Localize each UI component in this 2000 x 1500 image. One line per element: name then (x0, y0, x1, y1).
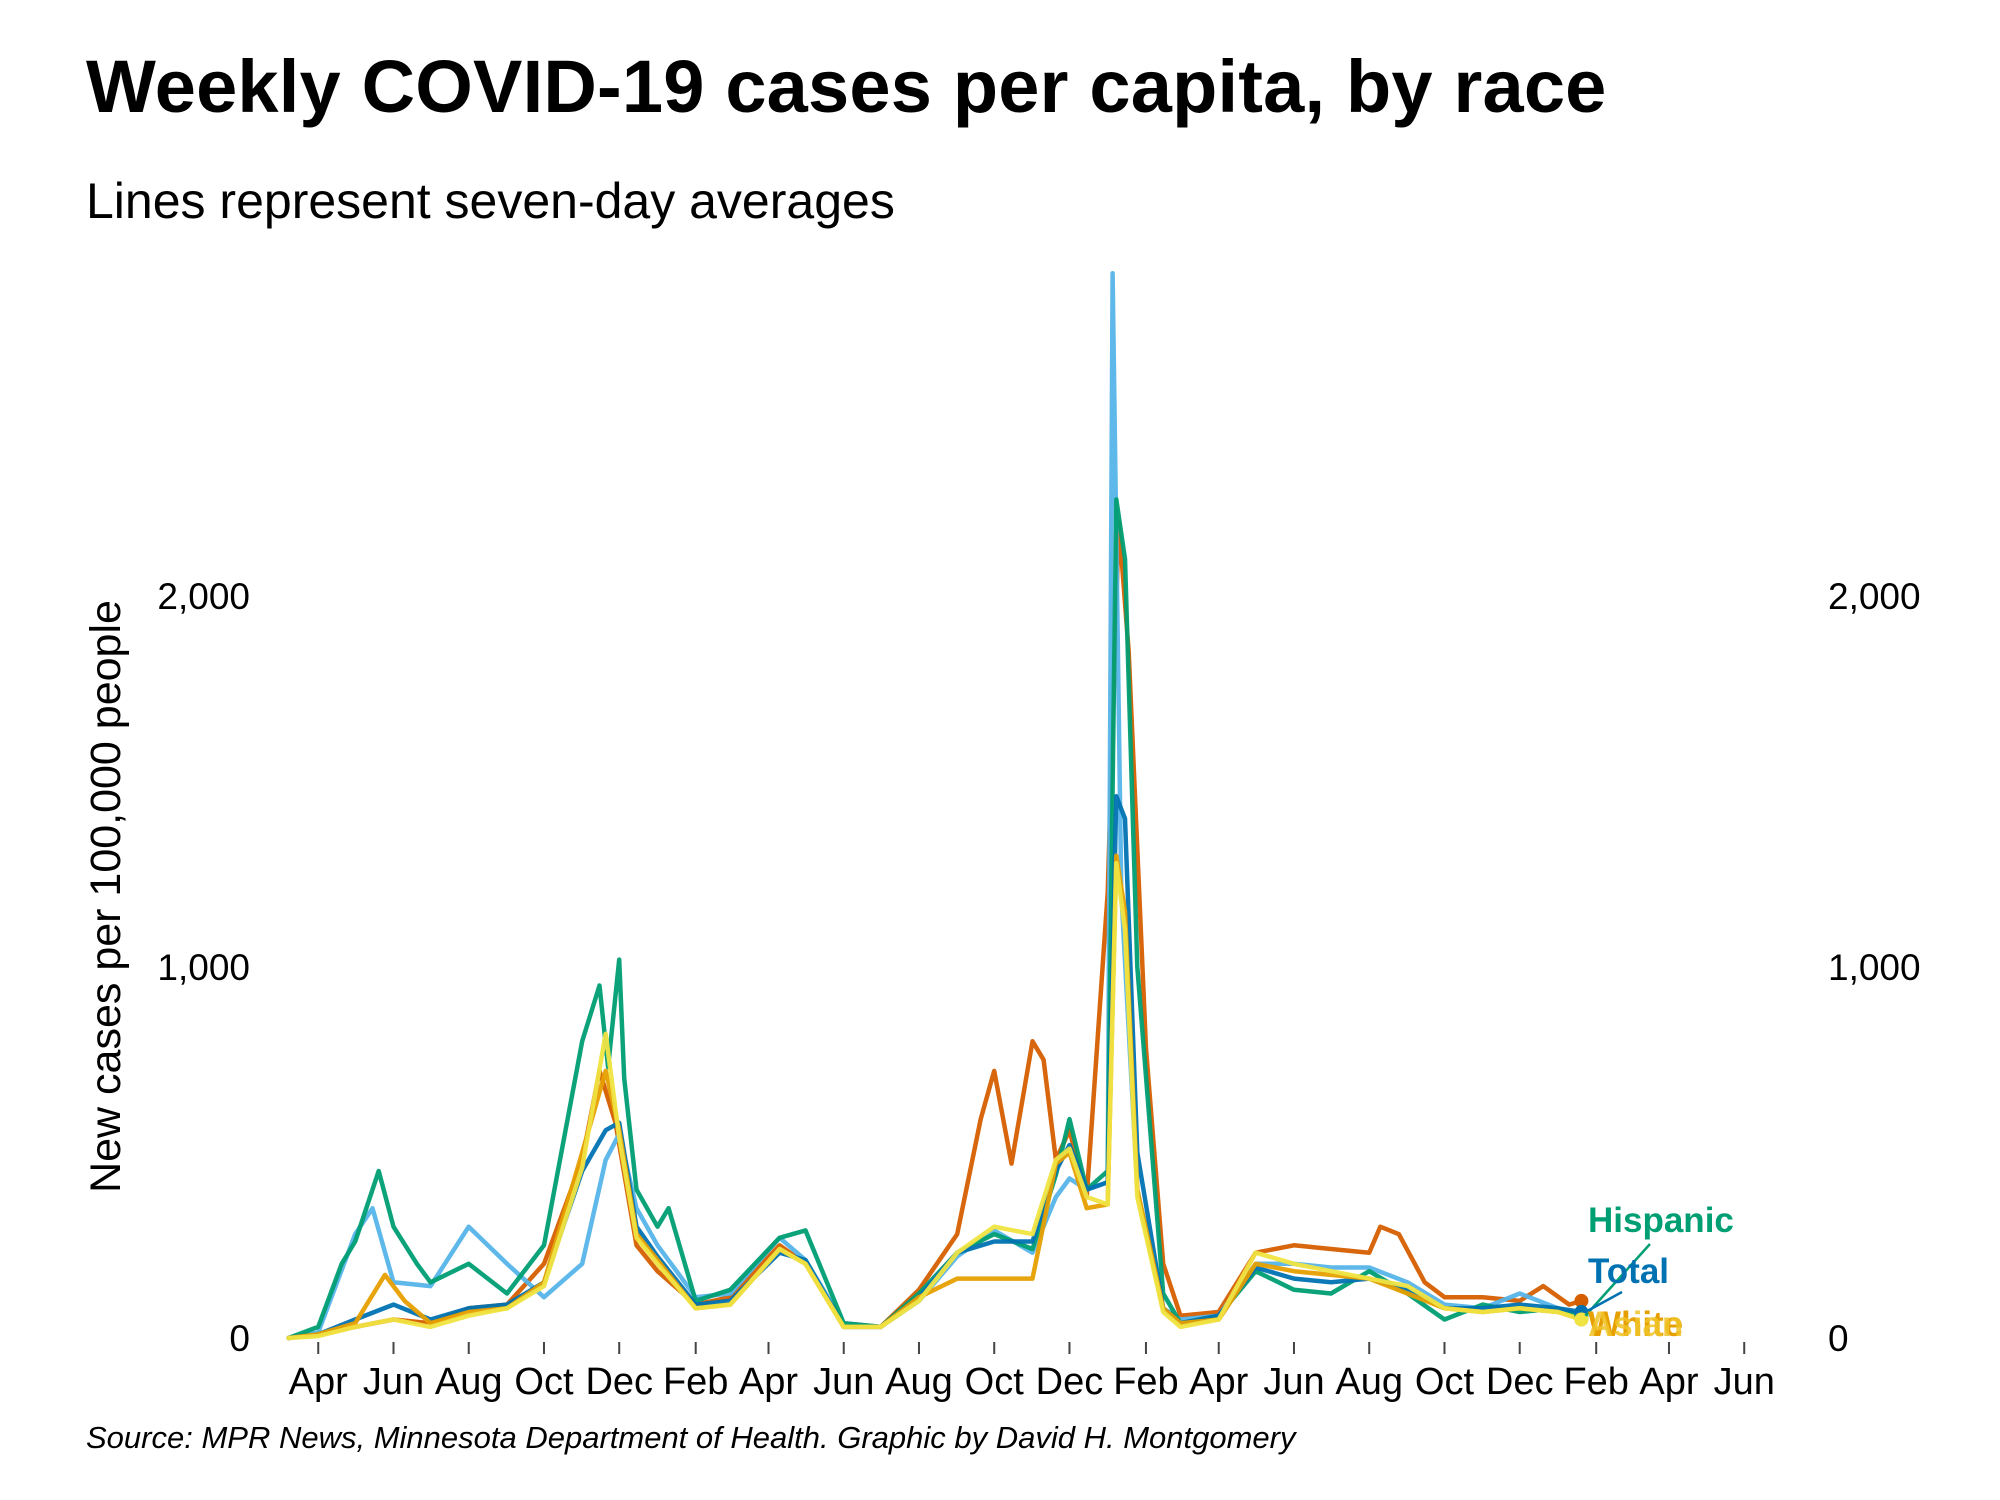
series-line-asian (286, 270, 1584, 1341)
x-tick-label: Dec (1036, 1361, 1104, 1403)
x-tick-label: Oct (1415, 1361, 1475, 1403)
x-tick-label: Jun (1263, 1361, 1324, 1403)
x-tick-label: Apr (739, 1361, 798, 1403)
y-tick-label-right: 0 (1828, 1318, 1849, 1359)
x-tick-label: Apr (1639, 1361, 1698, 1403)
series-endpoint (1574, 1293, 1589, 1308)
x-tick-label: Jun (813, 1361, 874, 1403)
annotation-white: White (1588, 1305, 1683, 1344)
x-tick-label: Dec (585, 1361, 653, 1403)
leader-line-hispanic (1584, 1243, 1651, 1317)
chart-subtitle: Lines represent seven-day averages (86, 173, 895, 229)
x-tick-label: Feb (663, 1361, 728, 1403)
x-tick-label: Jun (1714, 1361, 1775, 1403)
series-endpoint (1574, 1312, 1589, 1327)
x-tick-label: Aug (1335, 1361, 1403, 1403)
x-tick-label: Oct (514, 1361, 574, 1403)
annotation-total: Total (1588, 1252, 1669, 1291)
x-tick-label: Jun (363, 1361, 424, 1403)
y-tick-label-left: 2,000 (157, 576, 250, 617)
y-tick-label-left: 1,000 (157, 947, 250, 988)
series-line-total (286, 794, 1584, 1341)
y-axis-title: New cases per 100,000 people (82, 600, 130, 1193)
y-tick-label-right: 2,000 (1828, 576, 1921, 617)
x-tick-label: Oct (965, 1361, 1025, 1403)
x-tick-label: Apr (289, 1361, 348, 1403)
x-tick-label: Feb (1563, 1361, 1628, 1403)
y-tick-label-right: 1,000 (1828, 947, 1921, 988)
annotation-asian: Asian (1588, 1305, 1683, 1344)
chart-title: Weekly COVID-19 cases per capita, by rac… (86, 45, 1607, 128)
series-line-hispanic (286, 497, 1584, 1341)
series-line-0 (286, 519, 1584, 1341)
leader-line-total (1584, 1290, 1623, 1314)
x-tick-label: Feb (1113, 1361, 1178, 1403)
x-tick-label: Aug (885, 1361, 953, 1403)
y-tick-label-left: 0 (229, 1318, 250, 1359)
annotation-hispanic: Hispanic (1588, 1201, 1734, 1240)
series-line-5 (286, 860, 1584, 1341)
source-note: Source: MPR News, Minnesota Department o… (86, 1420, 1296, 1455)
x-tick-label: Apr (1189, 1361, 1248, 1403)
x-tick-label: Aug (435, 1361, 503, 1403)
x-tick-label: Dec (1486, 1361, 1554, 1403)
